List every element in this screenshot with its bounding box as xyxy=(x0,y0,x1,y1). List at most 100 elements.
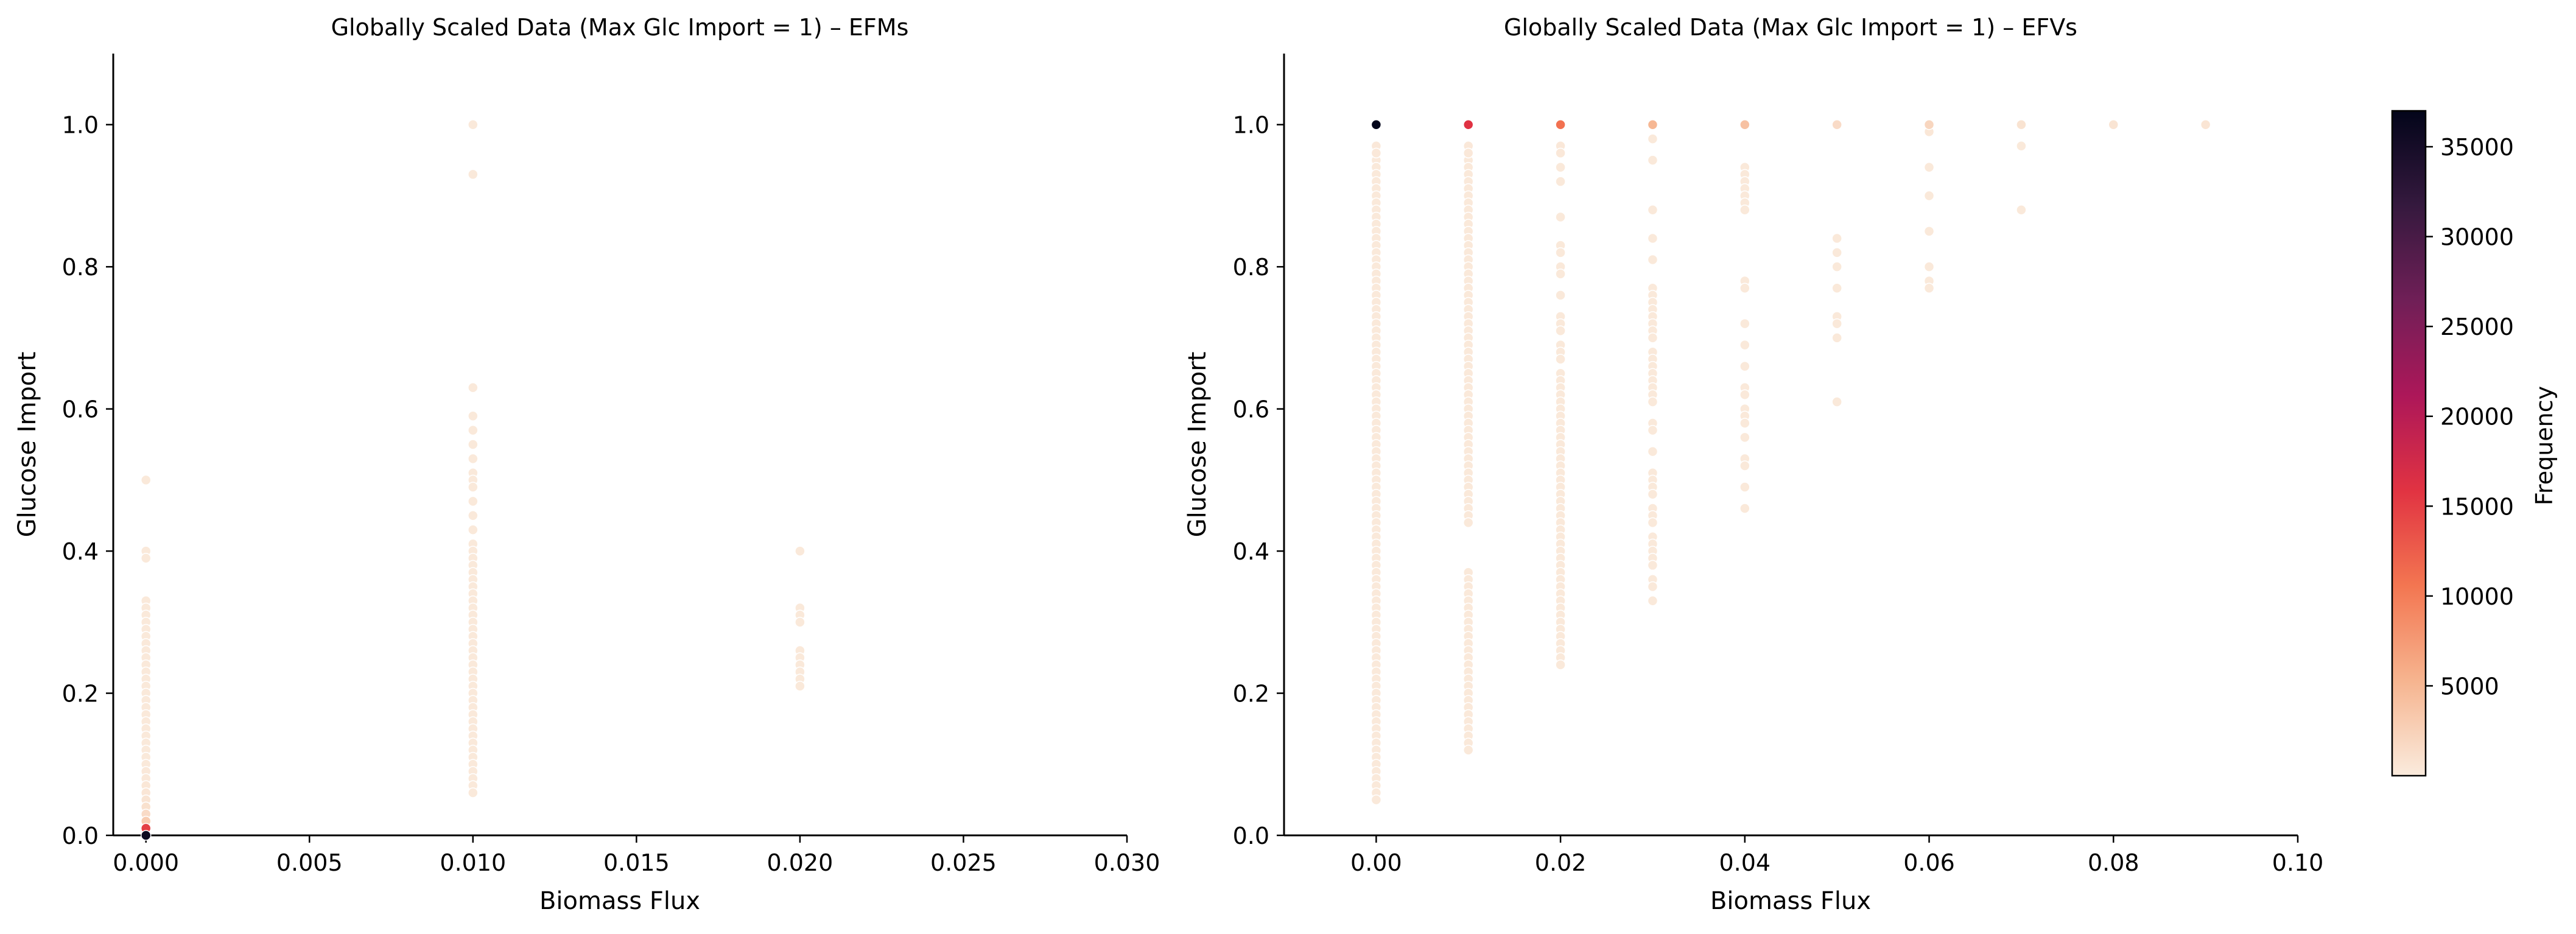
efvs-data-point xyxy=(1647,119,1658,130)
efvs-x-tick-label: 0.00 xyxy=(1350,849,1402,876)
efvs-x-tick-label: 0.02 xyxy=(1535,849,1587,876)
efvs-x-tick-label: 0.06 xyxy=(1903,849,1955,876)
efvs-data-point xyxy=(1370,794,1382,806)
efms-points xyxy=(140,119,805,841)
efms-data-point xyxy=(468,496,479,507)
efvs-data-point xyxy=(1555,290,1566,301)
efms-x-tick-label: 0.030 xyxy=(1094,849,1160,876)
efvs-data-point xyxy=(1555,147,1566,159)
efms-data-point xyxy=(468,453,479,465)
efms-data-point xyxy=(468,524,479,535)
colorbar-tick-label: 10000 xyxy=(2440,583,2514,610)
efvs-data-point xyxy=(1647,488,1658,500)
efvs-y-axis-label: Glucose Import xyxy=(1184,352,1212,538)
efvs-x-ticks: 0.00 0.02 0.04 0.06 0.08 0.10 xyxy=(1350,835,2323,876)
efvs-data-point xyxy=(1462,119,1474,130)
efvs-y-tick-label: 0.6 xyxy=(1233,396,1269,423)
efms-data-point xyxy=(468,410,479,422)
efvs-data-point xyxy=(1647,205,1658,216)
efvs-data-point xyxy=(1831,247,1842,258)
efvs-data-point xyxy=(1647,254,1658,265)
frequency-colorbar: 5000 10000 15000 20000 25000 30000 35000 Frequ… xyxy=(2391,110,2558,777)
efvs-data-point xyxy=(1923,190,1935,202)
efvs-x-tick-label: 0.10 xyxy=(2272,849,2324,876)
efvs-data-point xyxy=(1555,119,1566,130)
efvs-data-point xyxy=(1647,133,1658,144)
efvs-data-point xyxy=(1831,233,1842,244)
efms-y-tick-label: 0.4 xyxy=(62,538,99,565)
efvs-x-tick-label: 0.04 xyxy=(1719,849,1771,876)
efms-panel: Globally Scaled Data (Max Glc Import = 1… xyxy=(13,14,1160,915)
efms-y-axis-label: Glucose Import xyxy=(13,352,41,538)
efvs-data-point xyxy=(1555,247,1566,258)
efvs-chart-title: Globally Scaled Data (Max Glc Import = 1… xyxy=(1504,14,2077,41)
efvs-data-point xyxy=(1923,283,1935,293)
efms-data-point xyxy=(795,681,805,692)
efvs-data-point xyxy=(1555,269,1566,279)
efvs-data-point xyxy=(1647,595,1658,606)
efvs-data-point xyxy=(1462,147,1474,159)
efvs-data-point xyxy=(2108,119,2119,130)
efms-y-tick-label: 0.6 xyxy=(62,396,99,423)
efms-x-tick-label: 0.005 xyxy=(276,849,343,876)
colorbar-tick-label: 25000 xyxy=(2440,314,2514,340)
efvs-y-tick-label: 0.4 xyxy=(1233,538,1269,565)
efvs-data-point xyxy=(1923,162,1935,173)
efms-data-point xyxy=(468,510,479,521)
efvs-data-point xyxy=(1647,155,1658,166)
efvs-y-tick-label: 0.2 xyxy=(1233,681,1269,708)
efvs-data-point xyxy=(1739,503,1750,514)
efvs-data-point xyxy=(1739,460,1750,471)
efvs-data-point xyxy=(1647,396,1658,407)
efms-x-axis-label: Biomass Flux xyxy=(539,887,700,915)
efvs-data-point xyxy=(1739,389,1750,401)
colorbar-tick-label: 15000 xyxy=(2440,493,2514,520)
efvs-y-tick-label: 1.0 xyxy=(1233,112,1269,139)
efvs-data-point xyxy=(1370,147,1382,159)
efms-data-point xyxy=(795,546,805,557)
efms-x-tick-label: 0.000 xyxy=(113,849,179,876)
efvs-x-tick-label: 0.08 xyxy=(2088,849,2139,876)
efms-data-point xyxy=(468,119,479,130)
efms-y-tick-label: 0.8 xyxy=(62,254,99,281)
efms-data-point xyxy=(468,169,479,180)
colorbar-label: Frequency xyxy=(2531,386,2558,505)
efvs-data-point xyxy=(1739,418,1750,429)
efvs-data-point xyxy=(2016,119,2027,130)
efvs-data-point xyxy=(1831,396,1842,407)
efms-data-point xyxy=(140,474,152,486)
efvs-data-point xyxy=(1555,162,1566,173)
efvs-data-point xyxy=(1647,581,1658,592)
efms-x-tick-label: 0.025 xyxy=(930,849,997,876)
efvs-data-point xyxy=(1831,318,1842,329)
efvs-data-point xyxy=(1739,339,1750,351)
efms-data-point xyxy=(468,424,479,436)
efvs-panel: Globally Scaled Data (Max Glc Import = 1… xyxy=(1184,14,2323,915)
efvs-data-point xyxy=(1739,119,1750,130)
efms-x-ticks: 0.000 0.005 0.010 0.015 0.020 0.025 0.030 xyxy=(113,835,1160,876)
efms-data-point xyxy=(795,617,805,628)
efvs-data-point xyxy=(1555,354,1566,365)
efms-y-tick-label: 0.2 xyxy=(62,681,99,708)
efvs-y-tick-label: 0.8 xyxy=(1233,254,1269,281)
colorbar-tick-label: 20000 xyxy=(2440,404,2514,430)
efms-x-tick-label: 0.010 xyxy=(440,849,506,876)
efvs-data-point xyxy=(1462,745,1474,756)
efvs-data-point xyxy=(1647,517,1658,528)
efvs-data-point xyxy=(1647,446,1658,457)
efvs-data-point xyxy=(2016,205,2027,216)
efvs-data-point xyxy=(1555,325,1566,336)
efms-x-tick-label: 0.015 xyxy=(603,849,670,876)
colorbar-ticks: 5000 10000 15000 20000 25000 30000 35000 xyxy=(2426,134,2514,700)
efvs-data-point xyxy=(1739,482,1750,493)
efvs-data-point xyxy=(1555,659,1566,670)
efvs-data-point xyxy=(1370,119,1382,130)
efvs-data-point xyxy=(1739,432,1750,443)
colorbar-tick-label: 35000 xyxy=(2440,134,2514,161)
efms-data-point xyxy=(140,553,152,564)
efvs-data-point xyxy=(1739,360,1750,372)
efvs-data-point xyxy=(1739,283,1750,293)
efvs-data-point xyxy=(1555,211,1566,223)
colorbar-tick-label: 30000 xyxy=(2440,224,2514,251)
